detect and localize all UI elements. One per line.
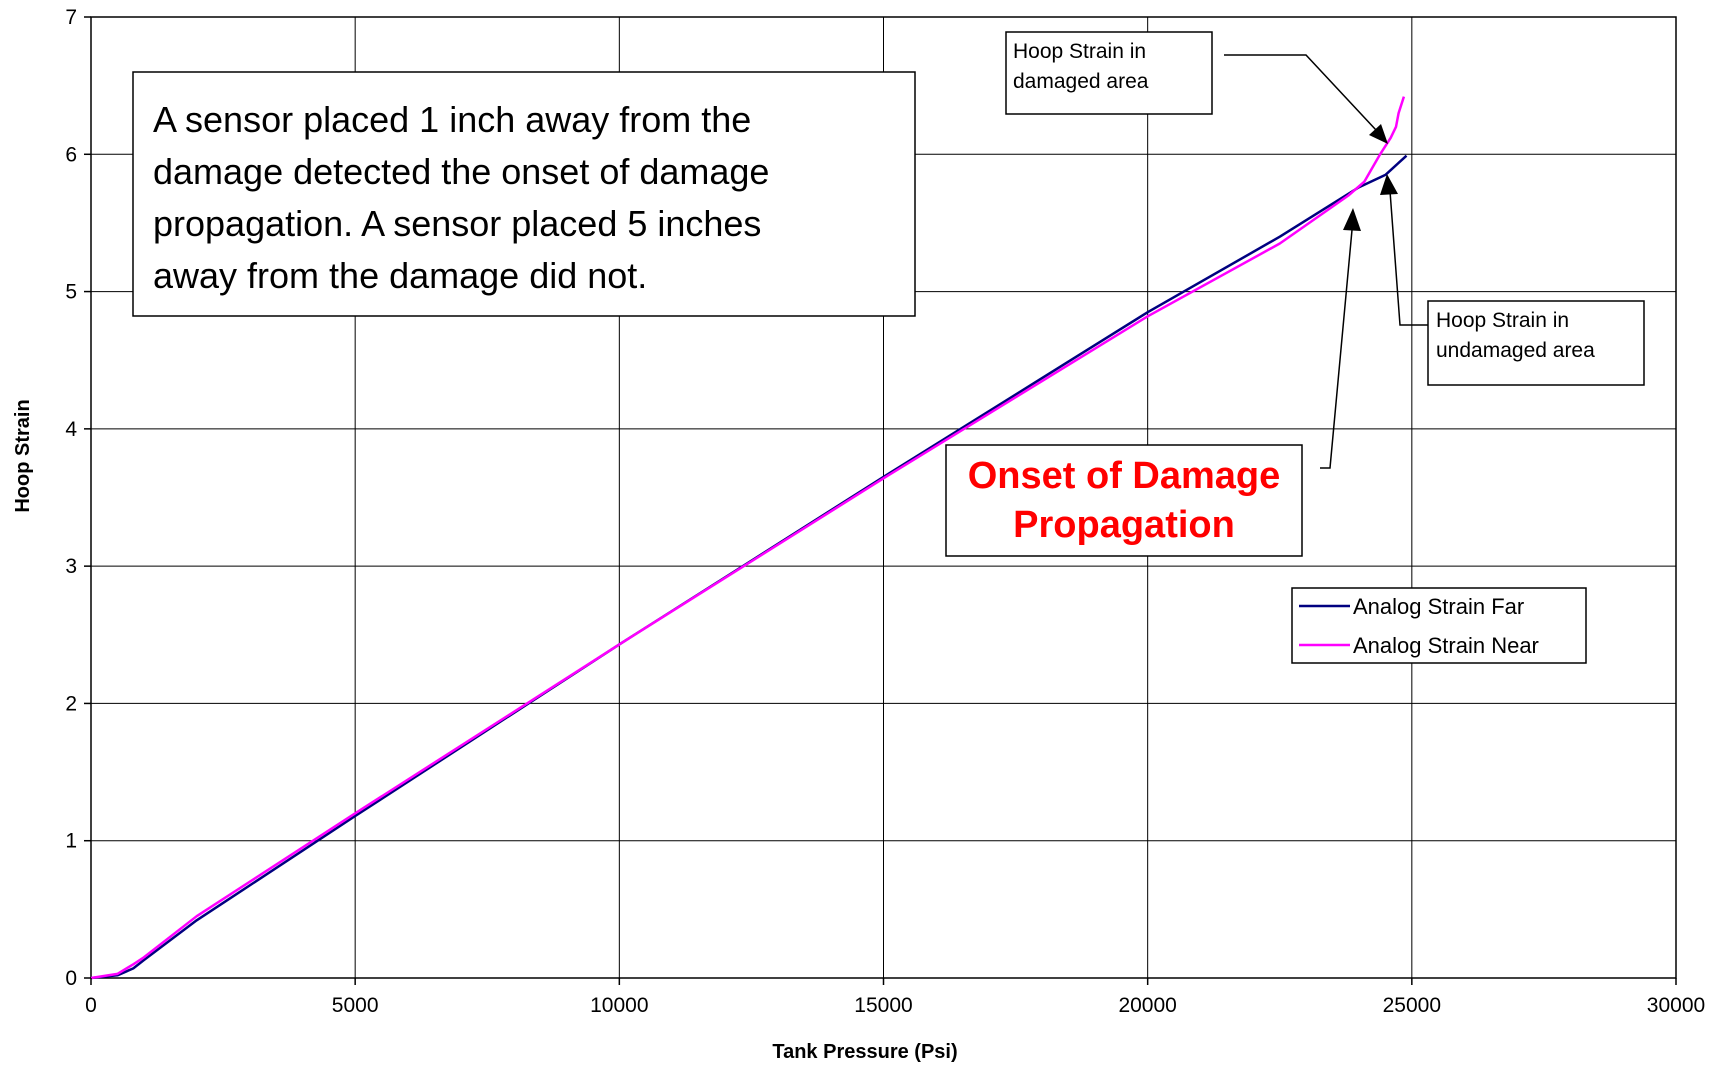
x-tick-label: 25000 <box>1383 994 1441 1017</box>
x-axis-title: Tank Pressure (Psi) <box>772 1041 957 1063</box>
y-tick-label: 6 <box>65 143 77 166</box>
damage-onset-callout: Onset of Damage Propagation <box>945 208 1361 557</box>
damage-onset-box <box>945 444 1303 557</box>
y-tick-label: 4 <box>65 418 77 441</box>
x-tick-label: 30000 <box>1647 994 1705 1017</box>
damage-onset-line-1: Onset of Damage <box>968 455 1281 497</box>
damaged-area-leader <box>1224 54 1377 131</box>
y-tick-label: 2 <box>65 692 77 715</box>
damage-onset-leader <box>1320 229 1353 469</box>
undamaged-area-leader <box>1389 190 1428 326</box>
undamaged-area-line-1: Hoop Strain in <box>1436 309 1569 332</box>
sensor-note-callout: A sensor placed 1 inch away from the dam… <box>132 71 916 317</box>
y-tick-label: 0 <box>65 967 77 990</box>
legend-box <box>1291 587 1587 664</box>
x-tick-label: 10000 <box>590 994 648 1017</box>
undamaged-area-line-2: undamaged area <box>1436 339 1595 362</box>
damaged-area-line-1: Hoop Strain in <box>1013 40 1146 63</box>
damaged-area-arrowhead <box>1369 124 1388 144</box>
x-tick-label: 20000 <box>1118 994 1176 1017</box>
y-tick-label: 5 <box>65 281 77 304</box>
damage-onset-arrowhead <box>1343 208 1361 231</box>
y-axis-title: Hoop Strain <box>12 399 34 512</box>
undamaged-area-box <box>1427 300 1645 386</box>
y-tick-label: 3 <box>65 555 77 578</box>
sensor-note-line-4: away from the damage did not. <box>153 255 647 296</box>
sensor-note-line-3: propagation. A sensor placed 5 inches <box>153 203 761 244</box>
damaged-area-callout: Hoop Strain in damaged area <box>1005 31 1388 144</box>
damaged-area-line-2: damaged area <box>1013 70 1149 93</box>
sensor-note-line-1: A sensor placed 1 inch away from the <box>153 99 751 140</box>
damage-onset-line-2: Propagation <box>1013 504 1235 546</box>
sensor-note-line-2: damage detected the onset of damage <box>153 151 769 192</box>
x-tick-label: 5000 <box>332 994 379 1017</box>
legend: Analog Strain Far Analog Strain Near <box>1291 587 1587 664</box>
sensor-note-box <box>132 71 916 317</box>
x-tick-label: 0 <box>85 994 97 1017</box>
undamaged-area-callout: Hoop Strain in undamaged area <box>1380 174 1645 386</box>
legend-label-near: Analog Strain Near <box>1353 633 1539 658</box>
damaged-area-box <box>1005 31 1213 115</box>
y-tick-label: 1 <box>65 830 77 853</box>
undamaged-area-arrowhead <box>1380 174 1398 195</box>
y-tick-label: 7 <box>65 6 77 29</box>
series-line-analog-strain-near <box>90 96 1406 980</box>
legend-label-far: Analog Strain Far <box>1353 594 1524 619</box>
x-tick-label: 15000 <box>854 994 912 1017</box>
